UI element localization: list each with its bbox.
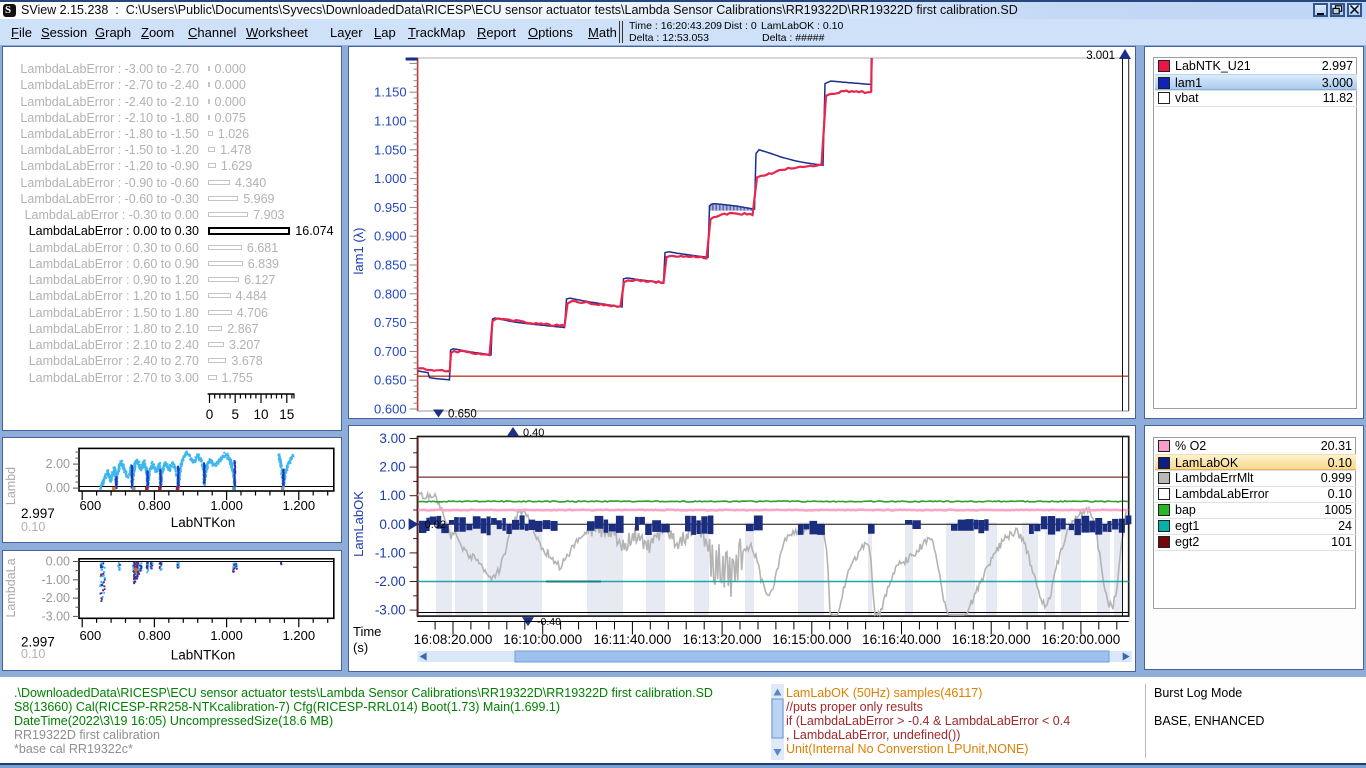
svg-text:1.00: 1.00 [379, 488, 405, 503]
svg-text:1.000: 1.000 [210, 498, 243, 513]
svg-text:(s): (s) [353, 640, 368, 655]
svg-text:0.40: 0.40 [523, 427, 544, 439]
svg-text:16:15:00.000: 16:15:00.000 [772, 632, 851, 647]
svg-text:600: 600 [80, 628, 102, 643]
svg-text:0.800: 0.800 [374, 286, 407, 301]
svg-text:0.800: 0.800 [138, 628, 171, 643]
svg-text:15: 15 [279, 407, 294, 422]
svg-text:lam1 (λ): lam1 (λ) [351, 228, 366, 275]
svg-text:2.00: 2.00 [46, 457, 70, 471]
svg-text:16:11:40.000: 16:11:40.000 [593, 632, 671, 647]
svg-text:16:20:00.000: 16:20:00.000 [1041, 632, 1120, 647]
svg-text:0.10: 0.10 [21, 647, 45, 661]
svg-text:0.02: 0.02 [425, 519, 446, 531]
svg-text:0.750: 0.750 [374, 315, 407, 330]
svg-text:0.00: 0.00 [379, 517, 405, 532]
svg-text:LamLabOK: LamLabOK [351, 491, 366, 557]
svg-text:1.000: 1.000 [374, 171, 407, 186]
svg-text:16:13:20.000: 16:13:20.000 [683, 632, 762, 647]
svg-text:-0.40: -0.40 [537, 616, 561, 628]
svg-text:5: 5 [231, 407, 239, 422]
svg-text:3.00: 3.00 [379, 431, 405, 446]
svg-text:0.700: 0.700 [374, 344, 407, 359]
svg-text:0.650: 0.650 [374, 373, 407, 388]
svg-text:2.997: 2.997 [21, 635, 55, 650]
svg-text:LambdaLa: LambdaLa [4, 558, 18, 617]
svg-text:600: 600 [80, 498, 102, 513]
svg-text:-3.00: -3.00 [42, 609, 71, 623]
svg-text:16:10:00.000: 16:10:00.000 [503, 632, 582, 647]
svg-text:2.997: 2.997 [21, 506, 55, 521]
svg-text:Lambd: Lambd [4, 467, 18, 505]
svg-text:0.00: 0.00 [46, 481, 70, 495]
svg-text:0.800: 0.800 [138, 498, 171, 513]
svg-text:-2.00: -2.00 [42, 591, 71, 605]
svg-text:3.001: 3.001 [1086, 50, 1115, 62]
svg-text:1.150: 1.150 [374, 85, 407, 100]
svg-text:16:18:20.000: 16:18:20.000 [952, 632, 1031, 647]
svg-text:-3.00: -3.00 [375, 603, 406, 618]
svg-text:2.00: 2.00 [379, 460, 405, 475]
svg-text:1.000: 1.000 [210, 628, 243, 643]
svg-text:0.600: 0.600 [374, 402, 407, 417]
svg-text:1.100: 1.100 [374, 114, 407, 129]
svg-text:-2.00: -2.00 [375, 574, 406, 589]
svg-text:0.00: 0.00 [46, 555, 70, 569]
svg-text:16:08:20.000: 16:08:20.000 [414, 632, 493, 647]
svg-text:LabNTKon: LabNTKon [171, 648, 236, 663]
svg-text:16:16:40.000: 16:16:40.000 [862, 632, 941, 647]
svg-text:0.10: 0.10 [21, 520, 45, 534]
svg-text:Time: Time [353, 624, 381, 639]
svg-text:-1.00: -1.00 [42, 573, 71, 587]
svg-text:1.050: 1.050 [374, 142, 407, 157]
svg-text:0.900: 0.900 [374, 229, 407, 244]
svg-text:1.200: 1.200 [283, 628, 316, 643]
svg-text:LabNTKon: LabNTKon [171, 515, 236, 530]
svg-text:0: 0 [206, 407, 214, 422]
svg-text:0.950: 0.950 [374, 200, 407, 215]
svg-text:1.200: 1.200 [283, 498, 316, 513]
svg-text:0.650: 0.650 [448, 409, 477, 419]
svg-text:10: 10 [253, 407, 268, 422]
svg-text:0.850: 0.850 [374, 258, 407, 273]
svg-text:-1.00: -1.00 [375, 545, 406, 560]
